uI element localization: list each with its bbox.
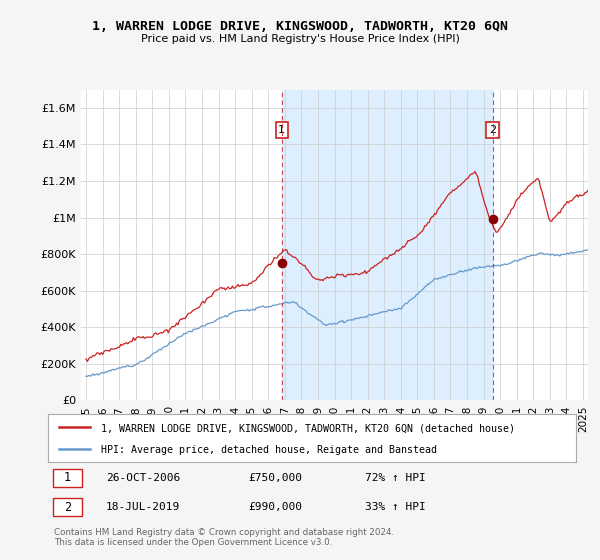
Text: 2: 2 <box>64 501 71 514</box>
Text: 26-OCT-2006: 26-OCT-2006 <box>106 473 181 483</box>
Text: 1: 1 <box>64 471 71 484</box>
Text: £990,000: £990,000 <box>248 502 302 512</box>
Text: 1, WARREN LODGE DRIVE, KINGSWOOD, TADWORTH, KT20 6QN: 1, WARREN LODGE DRIVE, KINGSWOOD, TADWOR… <box>92 20 508 32</box>
Text: 33% ↑ HPI: 33% ↑ HPI <box>365 502 425 512</box>
Bar <box>53 469 82 487</box>
Bar <box>282 90 493 400</box>
Text: 1: 1 <box>278 125 286 135</box>
Text: Contains HM Land Registry data © Crown copyright and database right 2024.
This d: Contains HM Land Registry data © Crown c… <box>54 528 394 547</box>
Text: 72% ↑ HPI: 72% ↑ HPI <box>365 473 425 483</box>
Text: 18-JUL-2019: 18-JUL-2019 <box>106 502 181 512</box>
Text: 2: 2 <box>489 125 496 135</box>
Bar <box>53 498 82 516</box>
Text: HPI: Average price, detached house, Reigate and Banstead: HPI: Average price, detached house, Reig… <box>101 445 437 455</box>
Text: Price paid vs. HM Land Registry's House Price Index (HPI): Price paid vs. HM Land Registry's House … <box>140 34 460 44</box>
Text: 1, WARREN LODGE DRIVE, KINGSWOOD, TADWORTH, KT20 6QN (detached house): 1, WARREN LODGE DRIVE, KINGSWOOD, TADWOR… <box>101 423 515 433</box>
Text: £750,000: £750,000 <box>248 473 302 483</box>
